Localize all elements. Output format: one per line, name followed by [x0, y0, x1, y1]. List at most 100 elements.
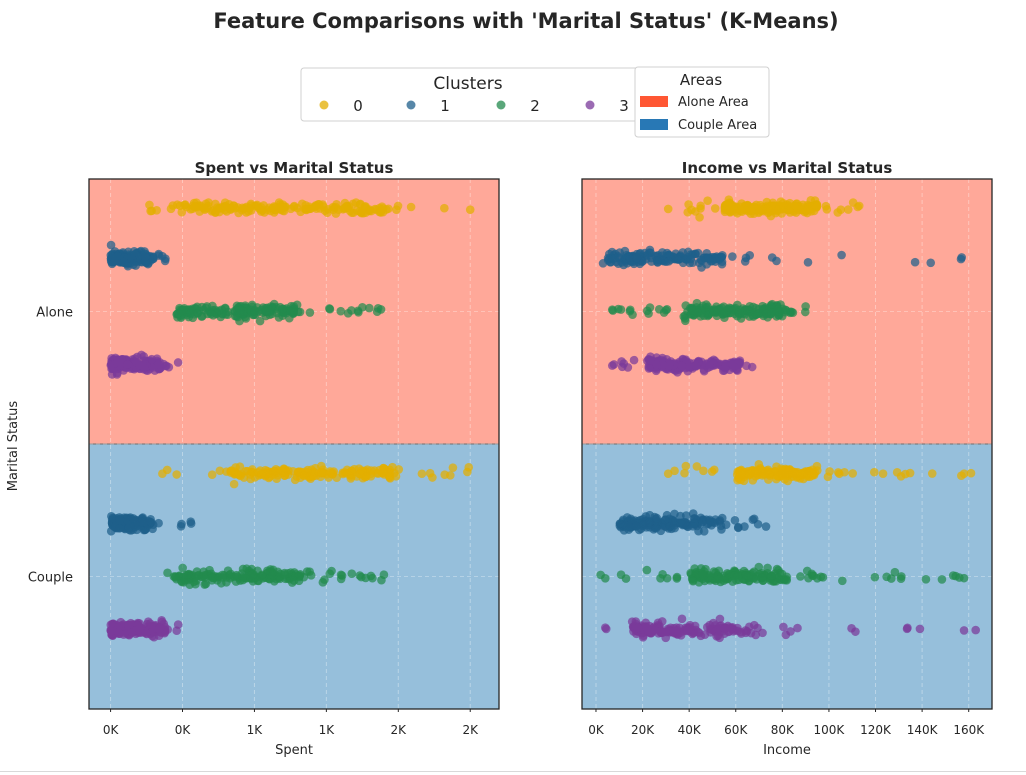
income-panel: Income vs Marital Status 0K 20K 40K 60K 80K 10…: [581, 159, 993, 758]
point-cluster-0: [710, 204, 720, 213]
point-cluster-3: [112, 370, 122, 379]
x-tick-label: 160K: [953, 723, 985, 737]
point-cluster-1: [716, 521, 726, 531]
point-cluster-1: [132, 525, 142, 535]
point-cluster-0: [724, 195, 734, 204]
point-cluster-1: [140, 252, 150, 261]
point-cluster-0: [778, 465, 787, 475]
point-cluster-2: [767, 299, 777, 309]
point-cluster-0: [784, 205, 793, 215]
point-cluster-2: [193, 309, 202, 318]
point-cluster-1: [683, 247, 693, 257]
point-cluster-1: [129, 514, 138, 523]
point-cluster-3: [903, 623, 912, 633]
point-cluster-0: [737, 207, 747, 217]
point-cluster-3: [154, 360, 164, 369]
point-cluster-2-outlier: [642, 306, 652, 316]
point-cluster-0: [440, 470, 450, 479]
point-cluster-1: [619, 260, 628, 270]
point-cluster-2: [325, 304, 335, 314]
cluster-legend-marker-0: [319, 100, 329, 110]
point-cluster-2: [749, 567, 759, 576]
point-cluster-0: [182, 202, 191, 212]
point-cluster-0: [392, 205, 401, 214]
point-cluster-0: [728, 202, 738, 212]
point-cluster-1: [660, 515, 670, 525]
point-cluster-1: [730, 515, 740, 525]
area-legend-swatch-0: [640, 96, 668, 107]
point-cluster-3-outlier: [617, 357, 626, 366]
point-cluster-0: [836, 205, 846, 215]
point-cluster-3: [123, 359, 132, 369]
point-cluster-0: [696, 201, 705, 211]
point-cluster-0: [340, 204, 350, 213]
point-cluster-1: [176, 522, 186, 531]
point-cluster-3: [106, 626, 116, 636]
point-cluster-3: [668, 627, 678, 637]
point-cluster-3: [742, 626, 752, 636]
cluster-legend-marker-3: [585, 100, 595, 110]
point-cluster-0: [366, 466, 376, 475]
point-cluster-2: [625, 305, 635, 315]
x-tick-label: 100K: [814, 723, 846, 737]
point-cluster-0-outlier: [959, 469, 969, 478]
point-cluster-1: [696, 255, 705, 265]
point-cluster-3: [638, 633, 648, 642]
point-cluster-2: [767, 571, 777, 581]
point-cluster-0: [360, 203, 370, 213]
point-cluster-3: [652, 360, 661, 369]
point-cluster-0-outlier: [663, 204, 673, 214]
point-cluster-2: [680, 314, 690, 323]
x-tick-label: 0K: [175, 723, 192, 737]
point-cluster-2: [781, 307, 790, 317]
point-cluster-2: [757, 573, 767, 583]
point-cluster-1: [632, 253, 641, 263]
point-cluster-0: [878, 469, 888, 478]
point-cluster-3: [164, 362, 174, 372]
point-cluster-0-outlier: [158, 469, 167, 479]
point-cluster-2: [712, 305, 722, 314]
plot-frame: [581, 178, 993, 710]
point-cluster-0-outlier: [145, 200, 154, 210]
point-cluster-1: [146, 514, 155, 524]
point-cluster-2: [289, 576, 299, 585]
point-cluster-3: [664, 361, 674, 371]
point-cluster-2: [207, 573, 217, 583]
x-axis-label: Income: [763, 743, 811, 758]
point-cluster-2: [672, 574, 682, 583]
point-cluster-3: [786, 627, 795, 636]
point-cluster-1: [693, 248, 703, 258]
point-cluster-1: [664, 257, 674, 266]
point-cluster-3: [644, 364, 654, 373]
point-cluster-2: [896, 574, 906, 583]
point-cluster-2: [838, 576, 847, 586]
point-cluster-2: [171, 573, 180, 582]
point-cluster-1: [115, 515, 125, 525]
point-cluster-1: [645, 510, 655, 520]
area-legend-swatch-1: [640, 119, 668, 130]
point-cluster-0: [448, 463, 458, 472]
point-cluster-1: [910, 257, 920, 267]
point-cluster-2: [325, 569, 335, 579]
point-cluster-2: [886, 574, 896, 583]
point-cluster-3: [633, 623, 643, 633]
point-cluster-1: [625, 523, 634, 532]
point-cluster-3: [851, 627, 860, 636]
point-cluster-0: [347, 469, 357, 479]
x-tick-label: 40K: [678, 723, 702, 737]
point-cluster-0: [201, 199, 211, 209]
point-cluster-3: [709, 618, 718, 628]
point-cluster-0: [800, 204, 810, 214]
point-cluster-0: [389, 468, 399, 478]
point-cluster-2: [238, 572, 248, 582]
point-cluster-0: [681, 461, 691, 471]
point-cluster-0: [215, 466, 225, 476]
point-cluster-0: [766, 201, 776, 211]
point-cluster-3: [106, 620, 116, 630]
point-cluster-0: [848, 469, 857, 478]
point-cluster-1: [728, 252, 737, 261]
point-cluster-2: [733, 571, 743, 581]
point-cluster-3: [749, 620, 759, 630]
point-cluster-2: [654, 305, 664, 314]
x-tick-label: 2K: [462, 723, 479, 737]
